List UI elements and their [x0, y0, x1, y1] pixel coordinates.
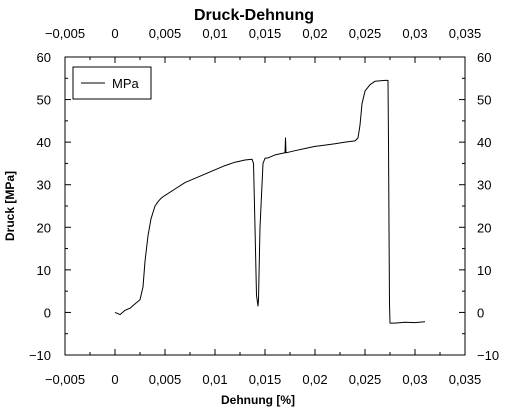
x-tick-label-top: 0,025 [349, 26, 382, 41]
y-tick-label-right: −10 [477, 348, 499, 363]
x-tick-label-bottom: −0,005 [45, 372, 85, 387]
y-tick-label-right: 40 [477, 135, 491, 150]
axis-ticks [64, 56, 466, 356]
series-layer [114, 79, 426, 324]
y-axis-label: Druck [MPa] [3, 171, 17, 241]
x-tick-label-top: 0,035 [449, 26, 482, 41]
y-tick-label-right: 20 [477, 220, 491, 235]
x-tick-label-bottom: 0,02 [302, 372, 327, 387]
series-line-mpa [114, 79, 426, 324]
y-tick-label-left: 50 [37, 93, 51, 108]
x-tick-label-bottom: 0,025 [349, 372, 382, 387]
y-tick-label-left: −10 [29, 348, 51, 363]
x-tick-label-top: 0,03 [402, 26, 427, 41]
y-tick-label-right: 0 [477, 305, 484, 320]
x-tick-label-top: 0,005 [149, 26, 182, 41]
x-tick-label-top: 0,015 [249, 26, 282, 41]
x-tick-label-bottom: 0,01 [202, 372, 227, 387]
x-tick-label-bottom: 0 [111, 372, 118, 387]
x-tick-label-bottom: 0,03 [402, 372, 427, 387]
y-tick-label-left: 40 [37, 135, 51, 150]
y-tick-label-left: 20 [37, 220, 51, 235]
y-tick-label-right: 60 [477, 50, 491, 65]
x-tick-label-bottom: 0,005 [149, 372, 182, 387]
x-tick-label-top: −0,005 [45, 26, 85, 41]
y-tick-label-right: 30 [477, 178, 491, 193]
axis-tick-labels: −0,005 −0,005 0 0 0,005 0,005 0,01 0,01 0,015 0,0… [29, 26, 499, 387]
y-tick-label-left: 60 [37, 50, 51, 65]
y-tick-label-left: 30 [37, 178, 51, 193]
y-tick-label-right: 10 [477, 263, 491, 278]
y-tick-label-right: 50 [477, 93, 491, 108]
legend: MPa [72, 66, 152, 100]
x-tick-label-top: 0,02 [302, 26, 327, 41]
x-axis-label: Dehnung [%] [221, 393, 295, 407]
legend-entry-mpa: MPa [112, 76, 140, 91]
x-tick-label-top: 0 [111, 26, 118, 41]
x-tick-label-bottom: 0,035 [449, 372, 482, 387]
y-tick-label-left: 0 [44, 305, 51, 320]
x-tick-label-bottom: 0,015 [249, 372, 282, 387]
x-tick-label-top: 0,01 [202, 26, 227, 41]
chart-title: Druck-Dehnung [194, 7, 314, 24]
y-tick-label-left: 10 [37, 263, 51, 278]
